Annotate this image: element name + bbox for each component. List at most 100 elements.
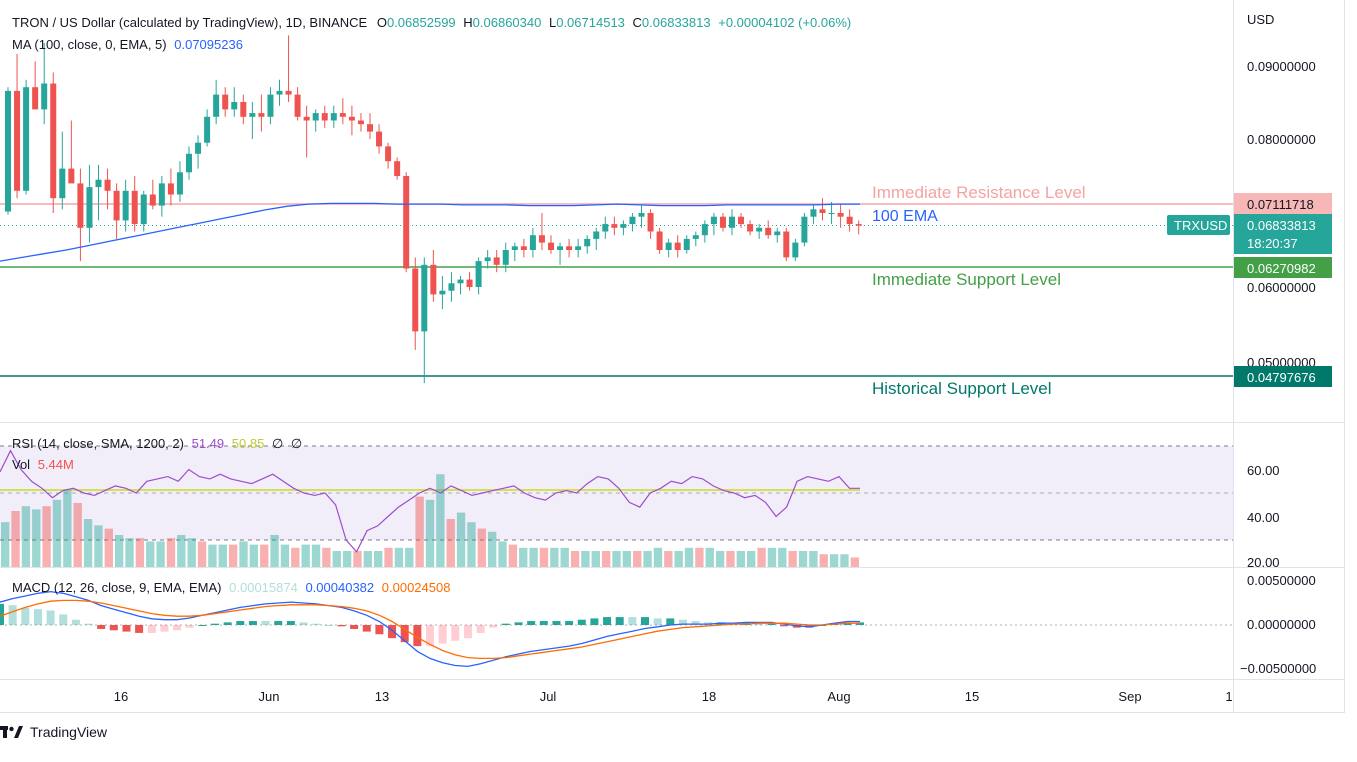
macd-tick: 0.00000000: [1247, 617, 1316, 632]
volume-bar: [187, 538, 196, 567]
volume-bar: [270, 535, 279, 567]
macd-histogram-bar: [337, 625, 346, 627]
candle-body: [674, 242, 681, 250]
candle-body: [729, 216, 735, 228]
candle-body: [59, 168, 66, 199]
time-tick: 18: [702, 689, 716, 704]
time-tick: 13: [375, 689, 389, 704]
macd-histogram-bar: [299, 622, 308, 625]
volume-bar: [363, 551, 373, 567]
macd-plot: [0, 590, 864, 668]
macd-histogram-bar: [97, 625, 106, 629]
volume-bar: [1, 522, 10, 567]
macd-histogram-bar: [324, 625, 333, 626]
candle-body: [557, 246, 564, 250]
macd-histogram-bar: [0, 603, 4, 625]
candle-body: [620, 224, 627, 228]
candle-body: [738, 216, 745, 225]
candle-body: [792, 242, 799, 258]
volume-bar: [218, 544, 227, 567]
candle-body: [520, 246, 527, 250]
vol-legend[interactable]: Vol 5.44M: [12, 457, 78, 472]
candle-body: [593, 231, 600, 239]
volume-bar: [73, 503, 82, 567]
macd-histogram-bar: [780, 625, 789, 627]
rsi-legend[interactable]: RSI (14, close, SMA, 1200, 2) 51.49 50.8…: [12, 436, 306, 452]
candle-body: [167, 183, 174, 195]
macd-histogram-bar: [400, 625, 409, 643]
volume-bar: [601, 551, 611, 567]
time-tick: Sep: [1118, 689, 1141, 704]
volume-bar: [622, 551, 632, 567]
volume-bar: [239, 541, 248, 567]
last-price-tag-bg: [1234, 214, 1332, 254]
ohlc-close: 0.06833813: [641, 15, 711, 30]
macd-histogram-bar: [84, 623, 93, 625]
candle-body: [267, 94, 274, 117]
ma-label: MA (100, close, 0, EMA, 5): [12, 37, 167, 52]
candle-body: [602, 224, 609, 232]
candle-body: [656, 231, 663, 250]
macd-legend[interactable]: MACD (12, 26, close, 9, EMA, EMA) 0.0001…: [12, 580, 454, 595]
candle-body: [23, 87, 30, 191]
macd-histogram-bar: [426, 625, 434, 647]
rsi-label: RSI (14, close, SMA, 1200, 2): [12, 436, 184, 451]
volume-bar: [487, 531, 497, 567]
ema-100-line[interactable]: [0, 202, 860, 262]
ma-value: 0.07095236: [174, 37, 243, 52]
volume-bar: [653, 547, 663, 567]
volume-bar: [550, 547, 559, 567]
candle-body: [774, 231, 781, 236]
volume-bar: [736, 551, 746, 567]
support-annotation: Immediate Support Level: [872, 270, 1061, 289]
price-tick: 0.08000000: [1247, 132, 1316, 147]
time-tick: 16: [114, 689, 128, 704]
volume-bar: [135, 538, 145, 567]
volume-bar: [280, 544, 290, 567]
resistance-annotation: Immediate Resistance Level: [872, 183, 1086, 202]
time-tick: Aug: [827, 689, 850, 704]
volume-bar: [570, 551, 580, 567]
volume-bar: [508, 544, 518, 567]
volume-bar: [664, 551, 673, 567]
volume-bar: [519, 547, 528, 567]
countdown-tag: 18:20:37: [1247, 236, 1298, 251]
volume-bar: [695, 547, 704, 567]
macd-histogram-bar: [577, 619, 586, 625]
volume-bar: [477, 528, 486, 567]
candle-body: [222, 94, 229, 110]
macd-histogram-bar: [223, 622, 232, 625]
macd-histogram-bar: [109, 625, 118, 631]
macd-histogram-bar: [767, 623, 776, 625]
last-price-tag: 0.06833813: [1247, 218, 1316, 233]
macd-histogram-bar: [173, 625, 182, 631]
tradingview-footer[interactable]: TradingView: [0, 724, 107, 740]
candle-body: [104, 179, 111, 191]
candle-body: [249, 113, 256, 117]
ohlc-change: +0.00004102 (+0.06%): [718, 15, 852, 30]
volume-bar: [612, 551, 621, 567]
candle-body: [430, 264, 437, 295]
macd-histogram-bar: [565, 621, 574, 625]
macd-histogram-bar: [438, 625, 447, 644]
macd-value: 0.00040382: [305, 580, 375, 595]
time-tick: 15: [965, 689, 979, 704]
macd-tick: −0.00500000: [1240, 661, 1316, 676]
volume-bar: [415, 496, 424, 567]
volume-bar: [249, 544, 259, 567]
candle-body: [647, 213, 654, 232]
candle-body: [575, 246, 582, 250]
macd-histogram-bar: [59, 614, 68, 625]
candle-body: [394, 161, 401, 176]
candle-body: [176, 172, 183, 195]
volume-bar: [52, 499, 62, 567]
volume-bars: [1, 474, 859, 567]
symbol-legend[interactable]: TRON / US Dollar (calculated by TradingV…: [12, 15, 855, 30]
macd-histogram-bar: [451, 625, 460, 641]
macd-histogram-bar: [539, 621, 548, 625]
volume-bar: [11, 511, 20, 567]
ma-legend[interactable]: MA (100, close, 0, EMA, 5) 0.07095236: [12, 37, 247, 52]
macd-tick: 0.00500000: [1247, 573, 1316, 588]
candle-body: [638, 213, 645, 217]
